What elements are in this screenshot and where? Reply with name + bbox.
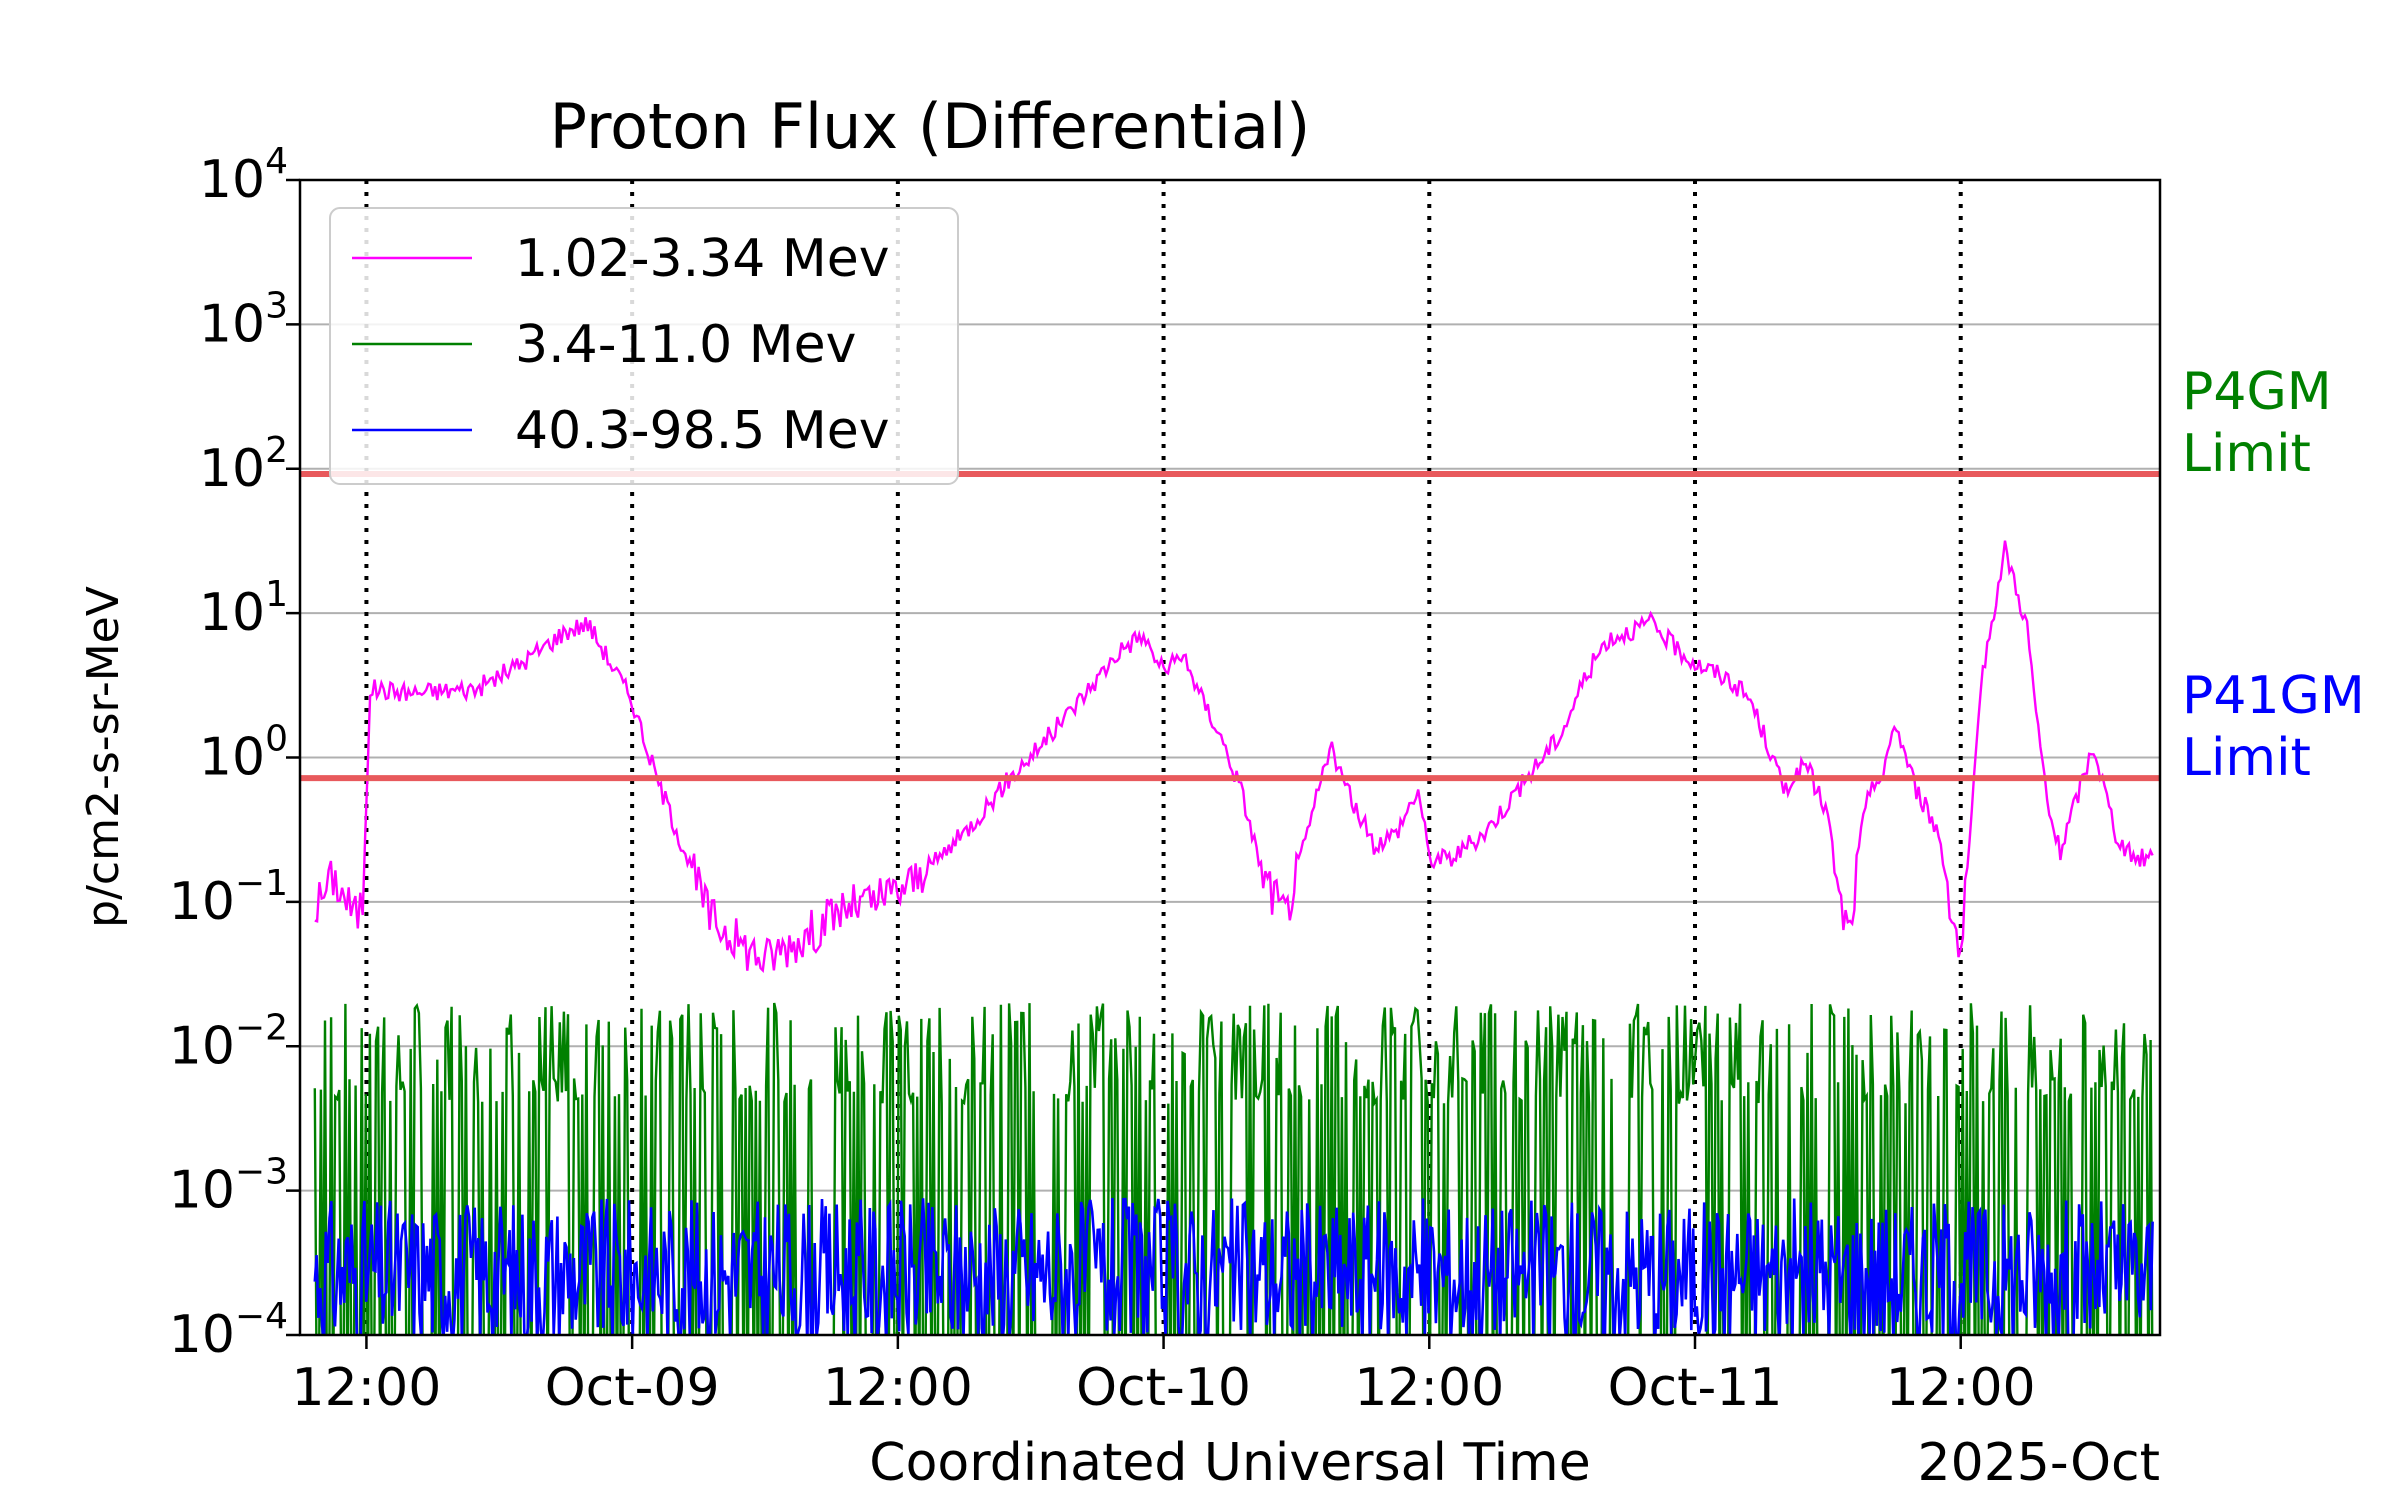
x-tick-label: Oct-09 [545, 1358, 720, 1418]
chart-title: Proton Flux (Differential) [550, 90, 1311, 163]
x-tick-label: 12:00 [823, 1358, 973, 1418]
series-line-40.3-98.5-mev [313, 1197, 2154, 1335]
legend-label: 3.4-11.0 Mev [515, 315, 856, 375]
legend-label: 40.3-98.5 Mev [515, 401, 890, 461]
y-axis-label: p/cm2-s-sr-MeV [78, 586, 129, 928]
y-tick-label: 104 [199, 141, 288, 210]
x-tick-label: 12:00 [1886, 1358, 2036, 1418]
x-axis-offset-label: 2025-Oct [1918, 1433, 2160, 1493]
x-axis-label: Coordinated Universal Time [869, 1433, 1590, 1493]
x-axis-ticks: 12:00 Oct-09 12:00 Oct-10 12:00 Oct-11 12:00 [291, 1335, 2036, 1418]
legend: 1.02-3.34 Mev 3.4-11.0 Mev 40.3-98.5 Mev [329, 207, 959, 485]
threshold-labels: P4GM Limit P41GM Limit [2182, 362, 2365, 788]
threshold-label: P4GM Limit [2182, 362, 2332, 484]
y-tick-label: 101 [199, 574, 288, 643]
y-tick-label: 100 [199, 719, 288, 788]
legend-box [329, 207, 959, 485]
series-line-3.4-11.0-mev [313, 1002, 2154, 1335]
y-tick-label: 10−2 [169, 1007, 288, 1076]
y-tick-label: 10−4 [169, 1296, 288, 1365]
x-tick-label: Oct-10 [1076, 1358, 1251, 1418]
y-tick-label: 103 [199, 285, 288, 354]
legend-label: 1.02-3.34 Mev [515, 229, 890, 289]
y-tick-label: 10−1 [169, 863, 288, 932]
threshold-label: P41GM Limit [2182, 666, 2365, 788]
x-tick-label: 12:00 [1354, 1358, 1504, 1418]
x-tick-label: Oct-11 [1608, 1358, 1783, 1418]
x-tick-label: 12:00 [291, 1358, 441, 1418]
y-axis-ticks: 10−4 10−3 10−2 10−1 100 101 102 103 104 [169, 141, 300, 1365]
y-tick-label: 10−3 [169, 1152, 288, 1221]
y-tick-label: 102 [199, 430, 288, 499]
